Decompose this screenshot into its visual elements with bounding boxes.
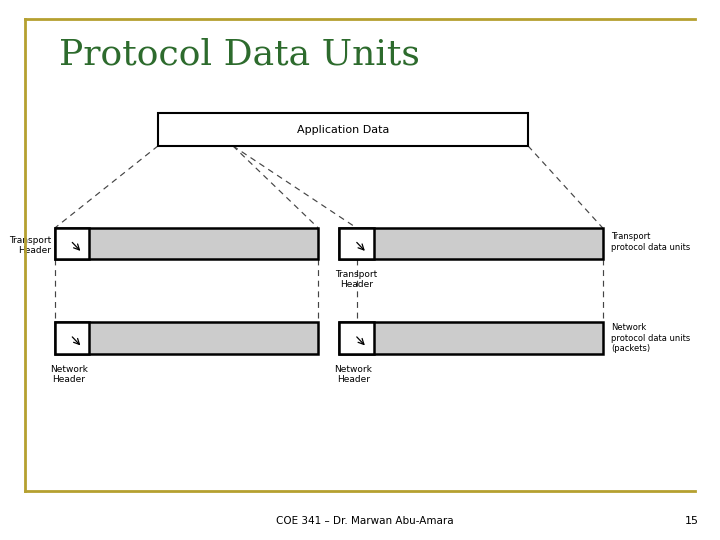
Bar	[55, 322, 89, 354]
Text: Application Data: Application Data	[297, 125, 390, 134]
Text: Protocol Data Units: Protocol Data Units	[58, 38, 420, 72]
Text: Transport
protocol data units: Transport protocol data units	[611, 232, 690, 252]
Bar	[340, 322, 603, 354]
Text: COE 341 – Dr. Marwan Abu-Amara: COE 341 – Dr. Marwan Abu-Amara	[276, 516, 453, 526]
Text: 15: 15	[685, 516, 698, 526]
Bar	[55, 228, 318, 259]
Text: Transport
Header: Transport Header	[336, 270, 378, 289]
Text: Transport
Header: Transport Header	[9, 235, 51, 255]
Bar	[340, 228, 374, 259]
Bar	[55, 228, 89, 259]
Bar	[340, 228, 603, 259]
Bar	[158, 113, 528, 146]
Bar	[55, 322, 318, 354]
Text: Network
Header: Network Header	[334, 364, 372, 384]
Text: Network
protocol data units
(packets): Network protocol data units (packets)	[611, 323, 690, 353]
Bar	[340, 322, 374, 354]
Text: Network
Header: Network Header	[50, 364, 88, 384]
